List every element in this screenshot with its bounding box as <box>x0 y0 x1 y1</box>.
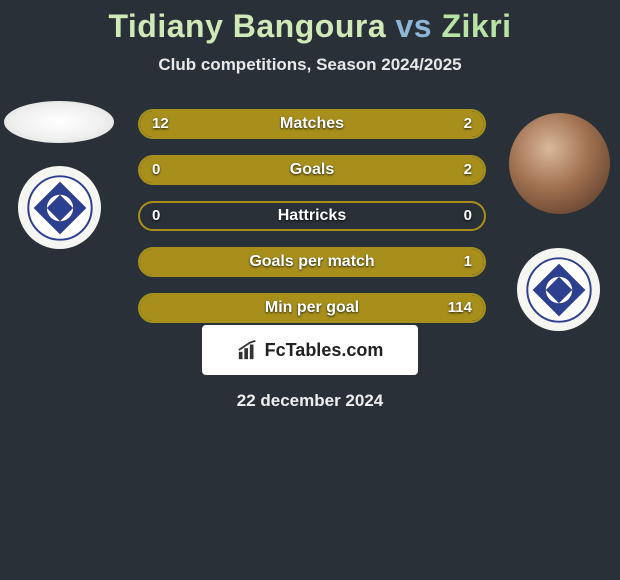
stat-bars: Matches122Goals02Hattricks00Goals per ma… <box>138 109 486 339</box>
player2-club-badge <box>517 248 600 331</box>
stat-bar-label: Goals <box>140 157 484 183</box>
stat-bar-label: Matches <box>140 111 484 137</box>
date-text: 22 december 2024 <box>0 391 620 411</box>
stat-bar-value-right: 2 <box>464 111 472 137</box>
stat-bar-value-right: 0 <box>464 203 472 229</box>
stat-bar-value-right: 114 <box>448 295 472 321</box>
club-badge-icon <box>27 175 93 241</box>
stat-bar-label: Hattricks <box>140 203 484 229</box>
stat-bar-value-left: 0 <box>152 157 160 183</box>
player2-avatar <box>509 113 610 214</box>
stat-bar-value-right: 2 <box>464 157 472 183</box>
club-badge-icon <box>526 257 592 323</box>
stat-bar-row: Matches12 2 <box>138 109 486 139</box>
player1-club-badge <box>18 166 101 249</box>
subtitle: Club competitions, Season 2024/2025 <box>0 55 620 75</box>
stat-bar-row: Goals per match1 <box>138 247 486 277</box>
title-vs: vs <box>396 8 433 44</box>
stat-bar-value-left: 12 <box>152 111 169 137</box>
player1-avatar <box>4 101 114 143</box>
title-player2: Zikri <box>441 8 511 44</box>
stat-bar-value-left: 0 <box>152 203 160 229</box>
brand-bar-chart-icon <box>237 339 259 361</box>
stat-bar-row: Min per goal114 <box>138 293 486 323</box>
stat-bar-label: Min per goal <box>140 295 484 321</box>
stat-bar-label: Goals per match <box>140 249 484 275</box>
stat-bar-value-right: 1 <box>464 249 472 275</box>
brand-text: FcTables.com <box>265 340 384 361</box>
title-player1: Tidiany Bangoura <box>108 8 386 44</box>
stat-bar-row: Hattricks0 0 <box>138 201 486 231</box>
stat-bar-row: Goals0 2 <box>138 155 486 185</box>
page-title: Tidiany Bangoura vs Zikri <box>0 0 620 45</box>
